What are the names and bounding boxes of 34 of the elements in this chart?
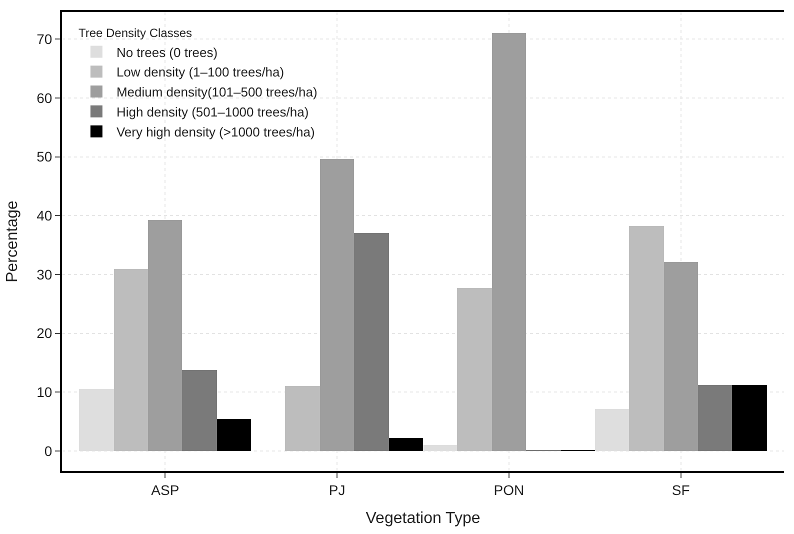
legend-label: Medium density(101–500 trees/ha) xyxy=(116,84,318,100)
bar xyxy=(182,370,217,451)
bar xyxy=(389,438,423,451)
legend-label: No trees (0 trees) xyxy=(116,44,218,60)
bar xyxy=(285,386,320,451)
legend-label: Very high density (>1000 trees/ha) xyxy=(116,124,315,140)
x-tick-label: PON xyxy=(494,482,524,498)
bar xyxy=(457,288,492,451)
y-tick-label: 30 xyxy=(36,266,52,282)
bar xyxy=(629,226,664,451)
y-tick-label: 20 xyxy=(36,325,52,342)
y-tick-label: 50 xyxy=(36,148,52,165)
legend-label: High density (501–1000 trees/ha) xyxy=(116,104,309,120)
bar xyxy=(732,385,767,451)
bar xyxy=(492,33,526,451)
y-tick-label: 40 xyxy=(36,208,52,224)
y-axis-title: Percentage xyxy=(4,200,22,282)
y-tick-label: 60 xyxy=(36,90,52,106)
x-tick-label: SF xyxy=(672,482,690,498)
bar xyxy=(114,269,148,451)
y-tick-label: 70 xyxy=(36,30,52,47)
x-tick-label: PJ xyxy=(328,482,346,498)
y-tick-label: 0 xyxy=(44,442,52,459)
y-tick-label: 10 xyxy=(36,384,52,400)
bar xyxy=(148,220,182,451)
bar xyxy=(320,159,354,451)
bar xyxy=(698,385,732,451)
bar xyxy=(664,262,698,451)
bar xyxy=(354,233,389,451)
legend-label: Low density (1–100 trees/ha) xyxy=(116,64,284,80)
x-axis-title: Vegetation Type xyxy=(366,510,480,527)
x-tick-label: ASP xyxy=(151,482,180,498)
bar xyxy=(217,419,251,451)
legend-title: Tree Density Classes xyxy=(78,26,192,40)
